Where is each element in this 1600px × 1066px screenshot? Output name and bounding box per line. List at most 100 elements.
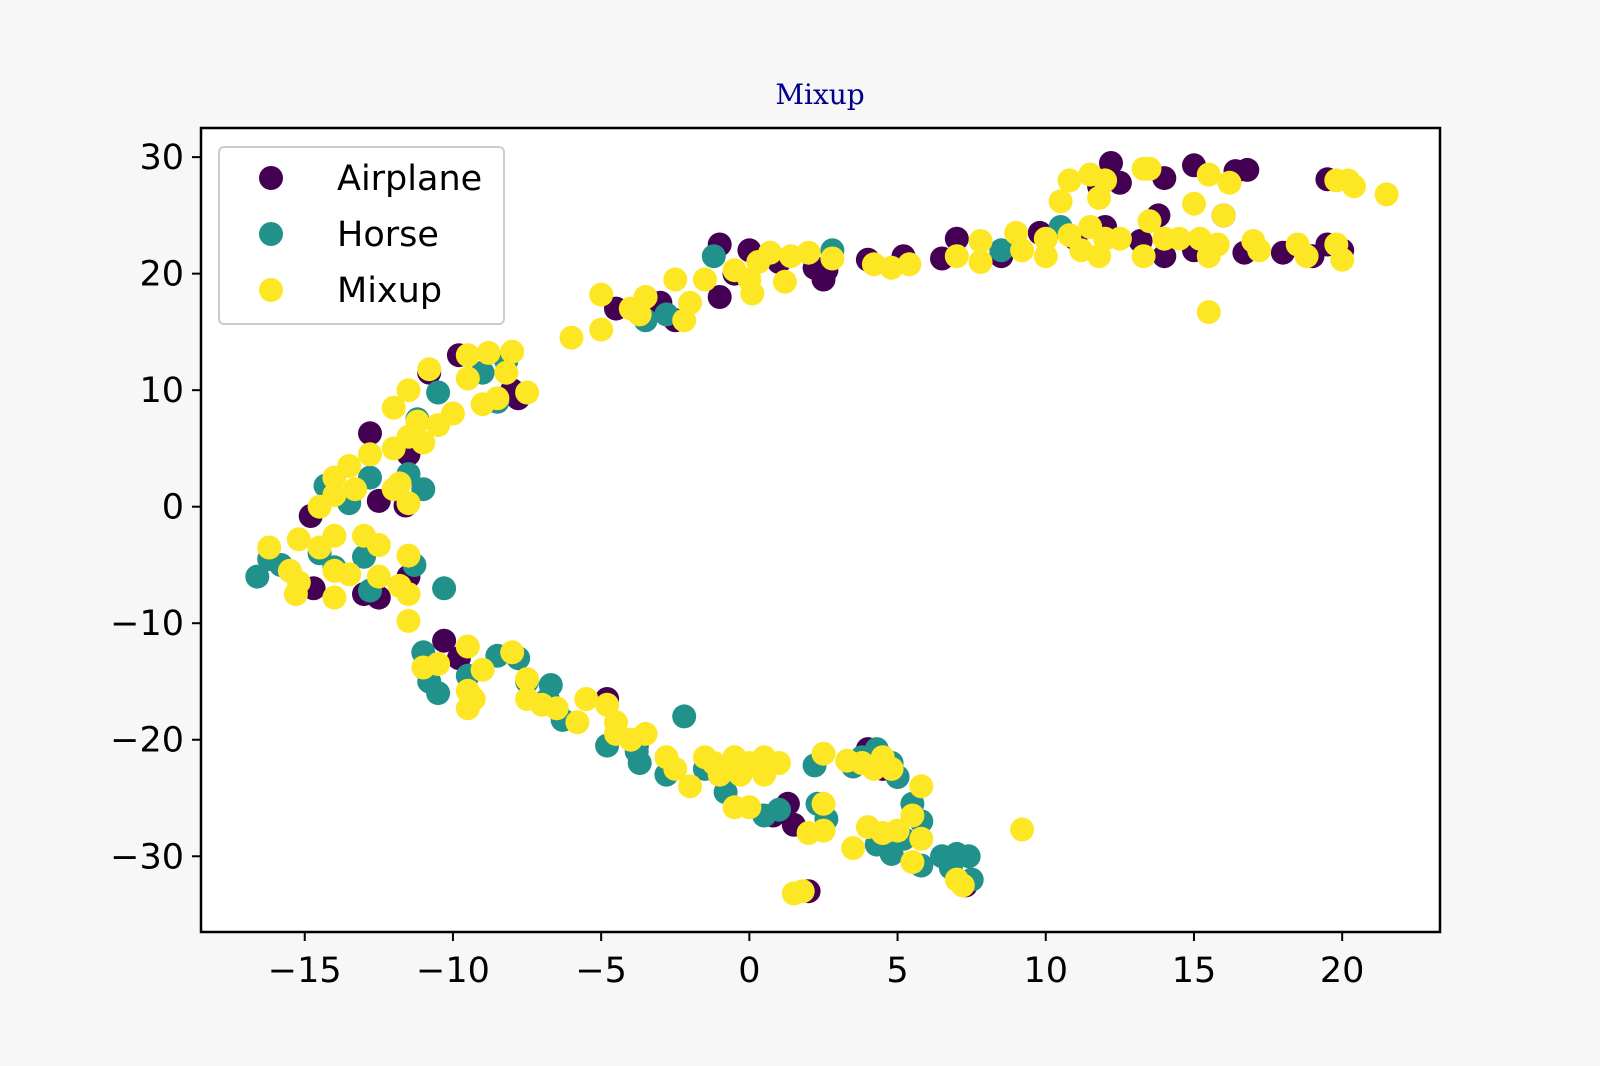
points-layer [245,151,1399,906]
y-tick-label: −20 [110,721,184,761]
legend-marker-mixup [259,278,283,302]
point-airplane-20 [944,226,969,251]
point-mixup-150 [841,836,866,861]
point-mixup-1 [1137,156,1162,181]
point-mixup-61 [627,302,652,327]
point-mixup-113 [455,696,480,721]
point-mixup-48 [772,269,797,294]
y-tick-label: 30 [139,138,184,178]
point-mixup-31 [1010,238,1035,263]
y-tick-label: 0 [162,488,184,528]
point-mixup-38 [1294,244,1319,269]
point-mixup-81 [358,442,382,467]
x-tick-label: 15 [1172,951,1217,991]
point-mixup-46 [796,240,821,265]
point-mixup-4 [1057,168,1082,193]
point-mixup-42 [897,252,922,277]
point-mixup-70 [515,380,540,405]
point-airplane-12 [1152,244,1177,269]
point-mixup-44 [968,250,993,274]
point-horse-3 [701,244,726,269]
x-tick-label: 10 [1023,951,1068,991]
point-mixup-83 [322,465,347,490]
point-mixup-57 [663,267,688,292]
x-tick-label: −15 [268,951,342,991]
point-horse-39 [672,704,697,729]
point-mixup-30 [968,229,993,253]
point-mixup-47 [820,246,845,271]
point-mixup-53 [740,281,765,306]
point-mixup-158 [950,873,975,898]
x-tick-label: −10 [416,951,490,991]
point-horse-27 [426,681,451,706]
point-mixup-100 [337,562,362,587]
y-tick-label: 10 [139,371,184,411]
point-mixup-84 [343,477,368,502]
point-airplane-36 [707,285,732,309]
point-mixup-108 [426,652,451,676]
point-mixup-11 [1048,189,1073,214]
point-mixup-66 [500,339,525,364]
point-mixup-69 [494,360,519,385]
point-mixup-139 [767,751,791,775]
point-mixup-60 [672,308,697,333]
point-mixup-91 [286,527,311,552]
point-mixup-106 [396,608,421,633]
point-mixup-105 [322,585,347,610]
point-horse-1 [989,238,1014,263]
legend: Airplane Horse Mixup [218,146,505,325]
point-mixup-128 [678,774,703,799]
x-tick-label: 5 [886,951,908,991]
point-mixup-123 [604,710,628,735]
point-mixup-110 [470,657,495,682]
point-airplane-51 [432,628,457,653]
point-horse-17 [245,564,270,589]
point-mixup-114 [500,640,525,665]
point-mixup-2 [1196,162,1221,187]
point-mixup-32 [1033,244,1058,269]
point-mixup-115 [515,667,540,692]
point-mixup-68 [455,366,480,391]
point-mixup-19 [1033,226,1058,251]
point-mixup-22 [1107,226,1132,251]
point-mixup-62 [589,317,614,342]
point-mixup-64 [455,343,480,368]
point-horse-24 [432,576,457,601]
point-horse-6 [426,380,451,405]
point-mixup-52 [722,258,747,283]
point-mixup-12 [1087,185,1112,210]
point-mixup-120 [574,687,599,711]
point-mixup-17 [1196,300,1221,325]
point-airplane-3 [1235,157,1260,182]
point-mixup-96 [396,543,421,568]
legend-marker-horse [259,222,283,246]
point-mixup-9 [1342,174,1366,199]
point-mixup-79 [411,430,436,455]
y-tick-label: −30 [110,837,184,877]
point-mixup-63 [559,325,584,350]
point-mixup-156 [900,850,925,875]
x-tick-label: 20 [1320,951,1365,991]
point-mixup-138 [722,795,747,820]
point-mixup-41 [879,255,904,280]
point-mixup-149 [796,821,821,845]
point-mixup-36 [1196,244,1221,269]
point-mixup-127 [663,756,688,781]
point-mixup-15 [1211,203,1236,228]
point-mixup-39 [1330,247,1355,272]
point-mixup-24 [1167,226,1192,251]
point-mixup-3 [1217,170,1242,195]
point-mixup-118 [544,696,569,721]
point-mixup-34 [1087,244,1112,269]
point-mixup-155 [909,826,934,851]
point-mixup-109 [455,634,480,659]
x-tick-label: 0 [738,951,760,991]
legend-label-mixup: Mixup [337,271,442,311]
ticks-layer: −15 −10 −5 0 5 10 15 20 −30 −20 −10 0 10 20 30 [110,138,1364,991]
point-horse-44 [767,797,791,822]
point-mixup-87 [387,471,412,496]
x-tick-label: −5 [575,951,627,991]
point-mixup-50 [758,240,783,265]
point-mixup-103 [396,582,421,607]
